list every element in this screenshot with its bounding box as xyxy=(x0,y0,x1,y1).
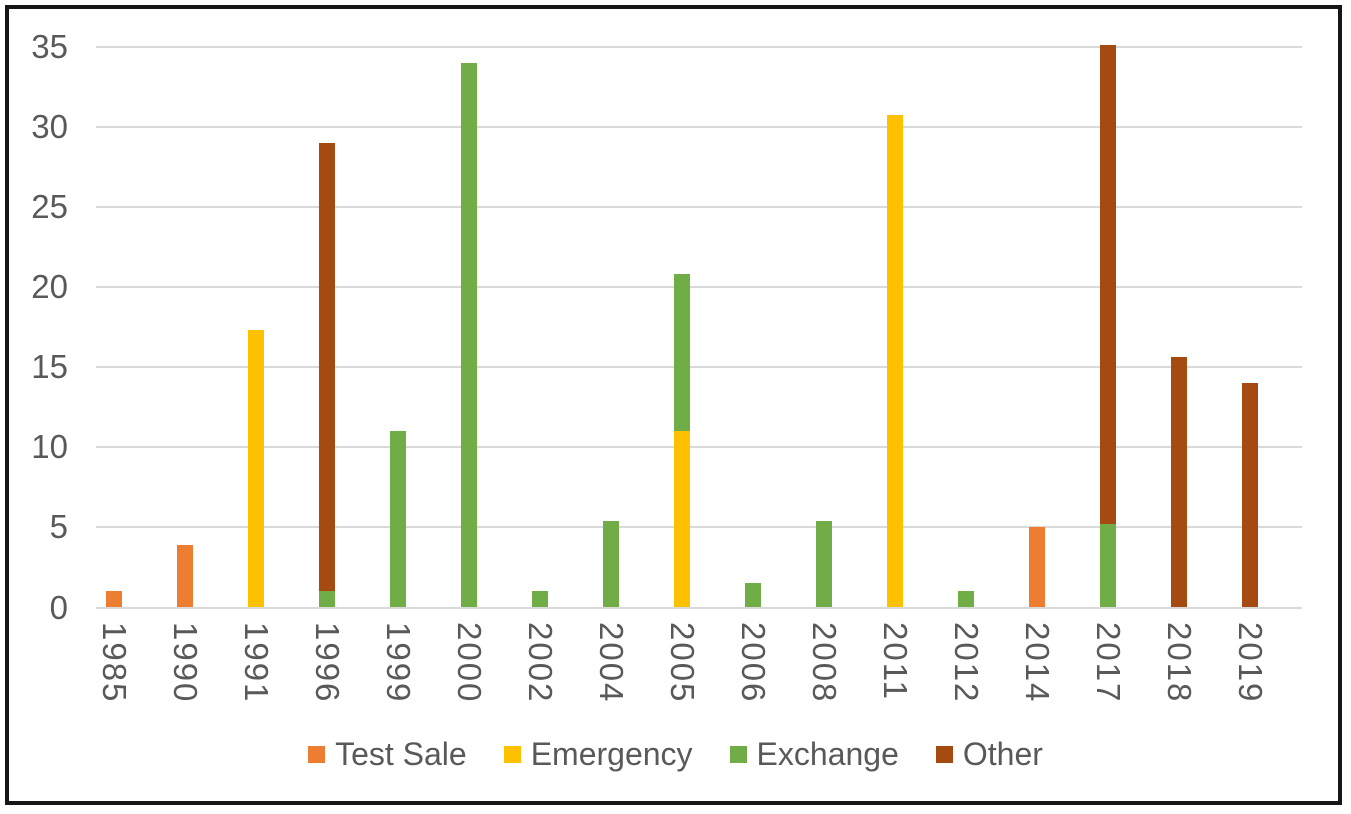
y-axis-tick-label: 0 xyxy=(49,588,68,626)
legend-swatch-other xyxy=(935,745,953,763)
gridline-y-30 xyxy=(96,125,1302,128)
x-axis-tick-label-1985: 1985 xyxy=(95,622,133,704)
x-axis-tick-label-2005: 2005 xyxy=(663,622,701,704)
x-axis-tick-label-1990: 1990 xyxy=(166,622,204,704)
y-axis-tick-label: 15 xyxy=(31,348,68,386)
y-axis-tick-label: 35 xyxy=(31,27,68,65)
x-axis-tick-label-2004: 2004 xyxy=(592,622,630,704)
gridline-y-20 xyxy=(96,285,1302,288)
x-axis-tick-label-2018: 2018 xyxy=(1160,622,1198,704)
x-axis-tick-label-2008: 2008 xyxy=(805,622,843,704)
bar-segment-1991-emergency xyxy=(247,330,264,608)
bar-segment-2019-other xyxy=(1241,383,1258,608)
legend-swatch-exchange xyxy=(729,745,747,763)
legend-label-exchange: Exchange xyxy=(756,736,899,772)
gridline-y-25 xyxy=(96,205,1302,208)
bar-segment-2005-exchange xyxy=(673,274,690,432)
bar-segment-2017-exchange xyxy=(1099,524,1116,608)
y-axis-tick-label: 10 xyxy=(31,428,68,466)
x-axis-tick-label-2017: 2017 xyxy=(1089,622,1127,704)
x-axis-tick-label-1991: 1991 xyxy=(237,622,275,704)
bar-segment-2000-exchange xyxy=(460,62,477,608)
legend-label-emergency: Emergency xyxy=(530,736,693,772)
x-axis-tick-label-1999: 1999 xyxy=(379,622,417,704)
bar-segment-1990-test-sale xyxy=(176,544,193,608)
legend-label-test-sale: Test Sale xyxy=(335,736,467,772)
bar-segment-2011-emergency xyxy=(886,115,903,608)
x-axis-tick-label-2011: 2011 xyxy=(876,622,914,701)
bar-segment-1985-test-sale xyxy=(105,591,122,608)
bar-segment-2017-other xyxy=(1099,44,1116,525)
bar-segment-2005-emergency xyxy=(673,431,690,608)
bar-segment-1996-other xyxy=(318,142,335,592)
gridline-y-5 xyxy=(96,526,1302,529)
bar-segment-2008-exchange xyxy=(815,520,832,608)
bar-segment-1999-exchange xyxy=(389,431,406,608)
legend-item-other: Other xyxy=(935,736,1043,772)
legend-swatch-emergency xyxy=(503,745,521,763)
x-axis-tick-label-2002: 2002 xyxy=(521,622,559,704)
x-axis-tick-label-2000: 2000 xyxy=(450,622,488,704)
bar-segment-2014-test-sale xyxy=(1028,527,1045,608)
gridline-y-10 xyxy=(96,446,1302,449)
gridline-y-35 xyxy=(96,45,1302,48)
x-axis-tick-label-1996: 1996 xyxy=(308,622,346,704)
legend-swatch-test-sale xyxy=(308,745,326,763)
x-axis-tick-label-2014: 2014 xyxy=(1018,622,1056,704)
bar-segment-2002-exchange xyxy=(531,591,548,608)
legend-item-exchange: Exchange xyxy=(729,736,899,772)
x-axis-tick-label-2006: 2006 xyxy=(734,622,772,704)
legend-label-other: Other xyxy=(962,736,1043,772)
bar-segment-2004-exchange xyxy=(602,520,619,608)
bar-segment-2006-exchange xyxy=(744,583,761,608)
gridline-y-0 xyxy=(96,606,1302,609)
x-axis-tick-label-2012: 2012 xyxy=(947,622,985,704)
y-axis-tick-label: 25 xyxy=(31,187,68,225)
bar-segment-2018-other xyxy=(1170,357,1187,608)
legend-item-emergency: Emergency xyxy=(503,736,693,772)
gridline-y-15 xyxy=(96,366,1302,369)
y-axis-tick-label: 30 xyxy=(31,107,68,145)
y-axis-tick-label: 5 xyxy=(49,508,68,546)
y-axis-tick-label: 20 xyxy=(31,267,68,305)
chart-legend: Test Sale Emergency Exchange Other xyxy=(0,736,1351,772)
x-axis-tick-label-2019: 2019 xyxy=(1231,622,1269,704)
bar-segment-2012-exchange xyxy=(957,591,974,608)
bar-segment-1996-exchange xyxy=(318,591,335,608)
legend-item-test-sale: Test Sale xyxy=(308,736,467,772)
